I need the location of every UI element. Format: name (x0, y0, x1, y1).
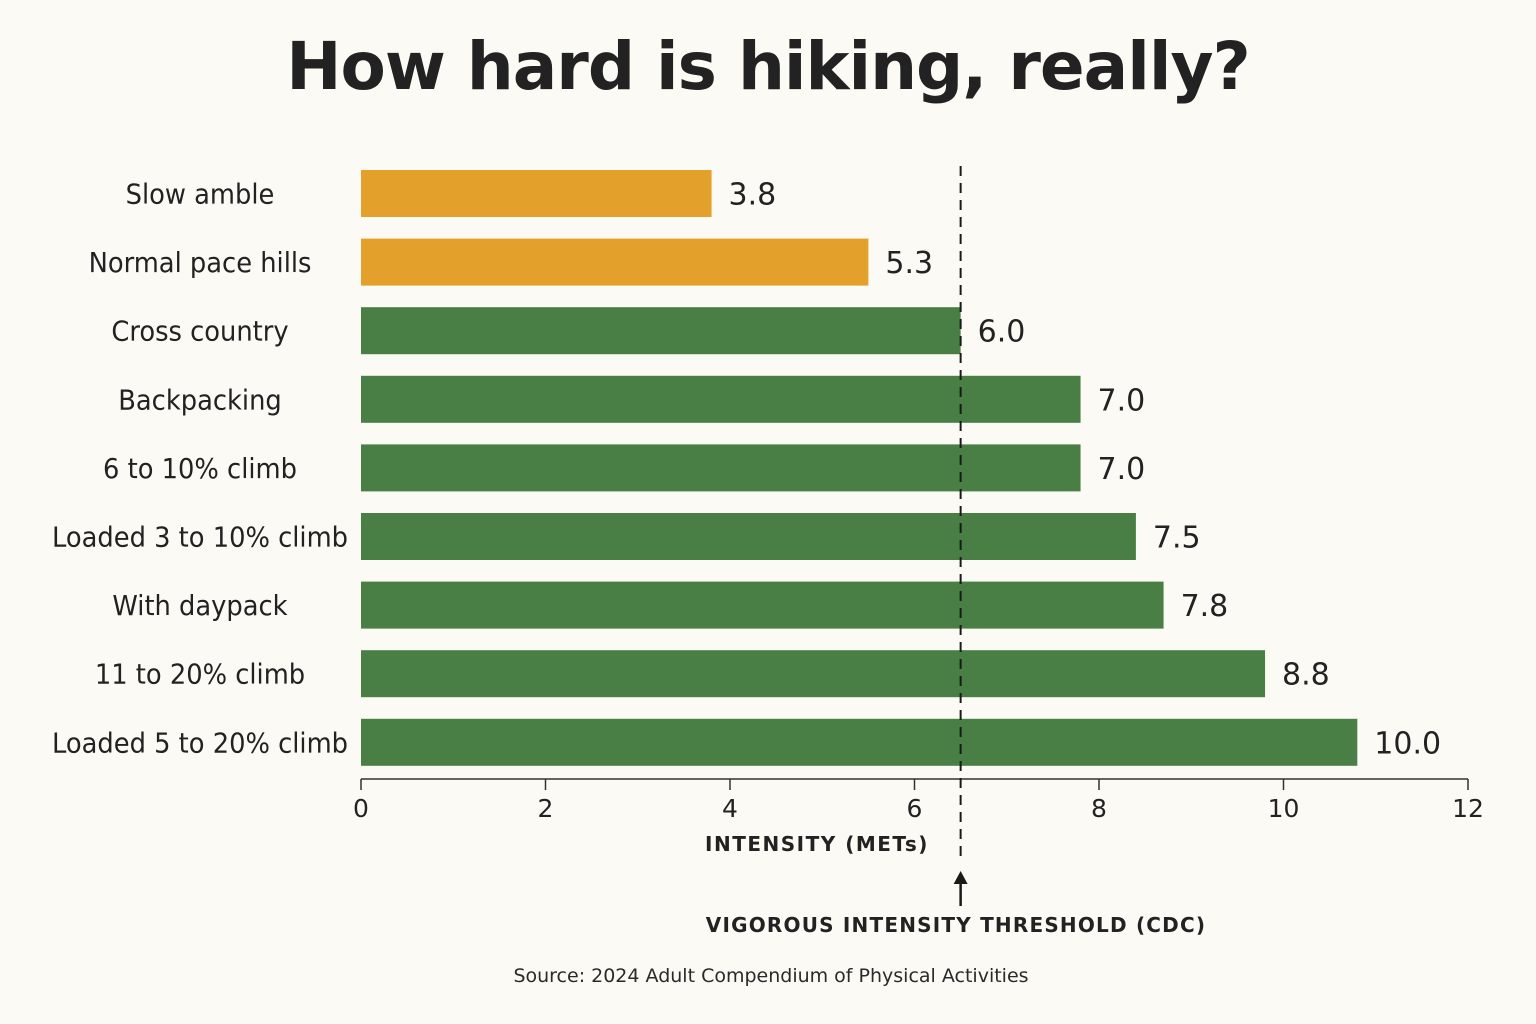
category-label: Loaded 3 to 10% climb (52, 522, 348, 554)
x-tick-label: 6 (907, 794, 923, 823)
chart-title: How hard is hiking, really? (286, 28, 1251, 105)
data-label: 7.8 (1181, 589, 1229, 624)
bar (361, 581, 1164, 629)
x-tick-label: 10 (1268, 794, 1300, 823)
source-note: Source: 2024 Adult Compendium of Physica… (513, 965, 1029, 987)
x-tick-label: 4 (722, 794, 738, 823)
bar (361, 513, 1136, 560)
bar (361, 307, 961, 355)
threshold-arrow-head (953, 871, 968, 884)
x-tick-label: 12 (1452, 794, 1484, 823)
category-label: With daypack (112, 590, 288, 622)
x-tick-label: 0 (353, 794, 369, 823)
data-label: 8.8 (1282, 658, 1330, 693)
data-label: 3.8 (729, 178, 777, 213)
x-tick-label: 8 (1091, 794, 1107, 823)
category-label: Slow amble (126, 179, 275, 211)
bar (361, 444, 1081, 492)
data-label: 5.3 (885, 246, 933, 281)
category-label: Normal pace hills (89, 247, 312, 279)
category-label: Backpacking (118, 384, 282, 416)
bar (361, 718, 1358, 766)
data-label: 7.5 (1153, 521, 1201, 556)
x-tick-label: 2 (538, 794, 554, 823)
data-label: 7.0 (1098, 452, 1146, 487)
bar (361, 375, 1081, 423)
data-label: 6.0 (978, 315, 1026, 350)
threshold-label: VIGOROUS INTENSITY THRESHOLD (CDC) (706, 913, 1206, 937)
data-label: 7.0 (1098, 383, 1146, 418)
category-label: Loaded 5 to 20% climb (52, 727, 348, 759)
category-label: 11 to 20% climb (95, 659, 305, 691)
category-label: 6 to 10% climb (103, 453, 297, 485)
bar (361, 650, 1266, 698)
category-label: Cross country (111, 316, 288, 348)
bar (361, 238, 869, 286)
x-axis-title: INTENSITY (METs) (705, 832, 929, 856)
bar (361, 170, 712, 217)
data-label: 10.0 (1374, 726, 1441, 761)
